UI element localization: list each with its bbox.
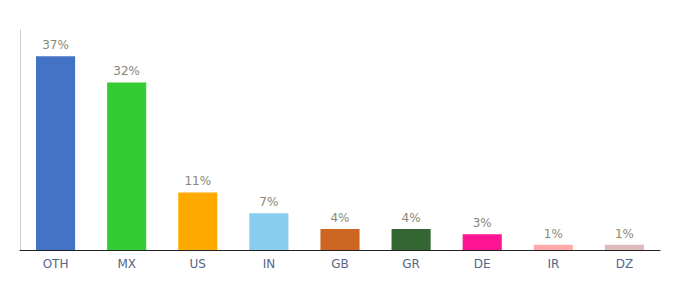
svg-text:IR: IR xyxy=(547,257,559,271)
svg-text:GB: GB xyxy=(331,257,349,271)
svg-text:DZ: DZ xyxy=(616,257,633,271)
svg-text:37%: 37% xyxy=(42,38,69,52)
svg-text:IN: IN xyxy=(263,257,276,271)
svg-text:1%: 1% xyxy=(615,227,634,241)
svg-text:4%: 4% xyxy=(330,211,349,225)
svg-text:4%: 4% xyxy=(402,211,421,225)
svg-text:US: US xyxy=(190,257,206,271)
svg-text:1%: 1% xyxy=(544,227,563,241)
svg-text:32%: 32% xyxy=(113,64,140,78)
svg-text:7%: 7% xyxy=(259,195,278,209)
svg-text:3%: 3% xyxy=(473,216,492,230)
svg-text:MX: MX xyxy=(117,257,136,271)
svg-text:OTH: OTH xyxy=(43,257,69,271)
svg-text:11%: 11% xyxy=(184,174,211,188)
svg-text:GR: GR xyxy=(402,257,420,271)
svg-text:DE: DE xyxy=(474,257,491,271)
